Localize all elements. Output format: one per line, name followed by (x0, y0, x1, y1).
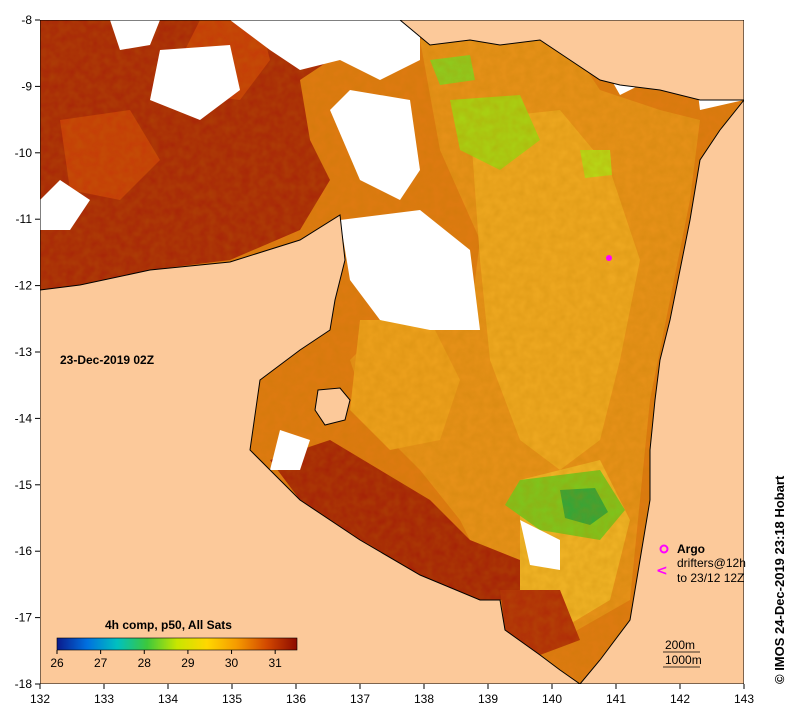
lat-tick-label: -17 (15, 611, 33, 625)
imos-credit: © IMOS 24-Dec-2019 23:18 Hobart (772, 475, 787, 684)
colorbar-tick-label: 31 (269, 656, 283, 670)
lon-tick-label: 140 (542, 692, 562, 706)
lon-tick-label: 143 (734, 692, 754, 706)
plot-area (40, 20, 744, 684)
colorbar-tick-label: 29 (181, 656, 195, 670)
land-cape-york (580, 100, 744, 684)
lon-tick-label: 139 (478, 692, 498, 706)
lat-tick-label: -12 (15, 279, 33, 293)
drifter-legend-icon: < (656, 563, 668, 579)
lon-tick-label: 134 (158, 692, 178, 706)
argo-legend-icon (659, 544, 669, 554)
lon-tick-label: 132 (30, 692, 50, 706)
contour-1000m-label: 1000m (665, 653, 702, 667)
contour-200m-label: 200m (665, 638, 695, 652)
lat-tick-label: -15 (15, 478, 33, 492)
lon-tick-label: 141 (606, 692, 626, 706)
argo-float-marker (606, 255, 612, 261)
land-groote-eylandt (315, 388, 350, 425)
lat-tick-label: -14 (15, 411, 33, 425)
argo-legend-label: Argo (677, 542, 705, 556)
land-new-guinea (400, 20, 744, 100)
lon-tick-label: 135 (222, 692, 242, 706)
lon-tick-label: 142 (670, 692, 690, 706)
latitude-axis: -8 -9 -10 -11 -12 -13 -14 -15 -16 -17 -18 (15, 13, 40, 691)
lon-tick-label: 138 (414, 692, 434, 706)
lon-tick-label: 137 (350, 692, 370, 706)
lat-tick-label: -9 (21, 79, 32, 93)
drifter-legend-label: drifters@12h (677, 556, 746, 570)
lat-tick-label: -11 (16, 212, 33, 226)
lon-tick-label: 136 (286, 692, 306, 706)
colorbar-title: 4h comp, p50, All Sats (105, 618, 232, 632)
lat-tick-label: -10 (15, 146, 33, 160)
legend: Argo < drifters@12h to 23/12 12Z 200m 10… (656, 542, 746, 668)
longitude-axis: 132 133 134 135 136 137 138 139 140 141 142 143 (30, 684, 754, 706)
land-arnhem (40, 215, 580, 684)
lat-tick-label: -13 (15, 345, 33, 359)
lat-tick-label: -16 (15, 544, 33, 558)
colorbar-tick-label: 30 (225, 656, 239, 670)
colorbar: 4h comp, p50, All Sats 26 27 28 29 30 31 (50, 618, 298, 670)
colorbar-tick-label: 27 (94, 656, 108, 670)
colorbar-tick-label: 26 (50, 656, 64, 670)
lon-tick-label: 133 (94, 692, 114, 706)
lat-tick-label: -8 (21, 13, 32, 27)
colorbar-tick-label: 28 (138, 656, 152, 670)
colorbar-ticks: 26 27 28 29 30 31 (50, 650, 282, 670)
drifter-legend-range: to 23/12 12Z (677, 571, 744, 585)
coastline (40, 20, 744, 684)
lat-tick-label: -18 (15, 677, 33, 691)
date-label: 23-Dec-2019 02Z (60, 353, 154, 367)
colorbar-bar (56, 637, 298, 651)
